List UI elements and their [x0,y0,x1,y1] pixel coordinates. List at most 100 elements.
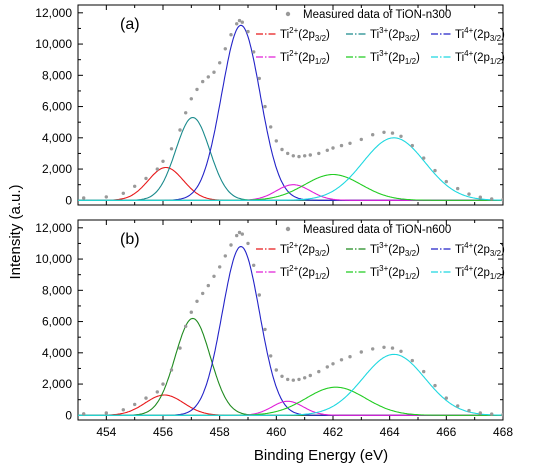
plot-frame-a [77,4,504,206]
measured-point [223,47,227,51]
measured-point [303,376,307,380]
x-tick-label: 458 [210,425,230,439]
measured-point [155,390,159,394]
measured-point [263,327,267,332]
measured-point [237,230,242,235]
y-tick-label: 8,000 [42,68,72,82]
measured-point [169,368,174,372]
measured-point [246,241,250,246]
measured-point [291,154,295,158]
measured-point [280,374,284,378]
measured-point [291,378,295,382]
measured-point [240,232,244,236]
measured-point [297,377,301,382]
measured-point [144,396,148,400]
x-tick-label: 462 [323,425,343,439]
legend-label-Ti2+(2p1/2): Ti2+(2p1/2) [280,264,330,281]
measured-point [444,179,448,184]
series-line-Ti4+(2p1/2) [78,353,503,416]
measured-point [325,365,329,369]
legend-label-Ti4+(2p1/2): Ti4+(2p1/2) [455,49,505,66]
y-axis-title: Intensity (a.u.) [7,184,24,279]
series-line-Ti3+(2p3/2) [78,317,503,416]
curves-a [78,18,503,202]
measured-point [371,133,375,137]
y-tick-label: 0 [65,408,72,422]
legend-label-Ti2+(2p1/2): Ti2+(2p1/2) [280,49,330,66]
legend-label-Ti2+(2p3/2): Ti2+(2p3/2) [280,26,330,43]
measured-point [422,156,426,160]
legend-label-Ti4+(2p3/2): Ti4+(2p3/2) [455,26,505,43]
measured-point [229,33,233,37]
measured-point [161,382,165,386]
measured-point [456,186,460,191]
measured-point [433,168,437,173]
measured-point [308,153,312,157]
measured-point [467,408,471,413]
y-tick-label: 4,000 [42,131,72,145]
measured-point [189,97,193,101]
measured-point [184,324,188,328]
y-tick-label: 10,000 [35,252,72,266]
x-tick-label: 456 [153,425,173,439]
measured-point [121,408,126,412]
legend-label-Ti3+(2p3/2): Ti3+(2p3/2) [370,26,420,43]
measured-point [359,137,363,142]
measured-point [263,104,267,109]
measured-point [274,139,278,143]
measured-point [121,191,126,195]
panel-b: 0 2,000 4,000 6,000 8,000 10,000 12,000 454 456 4… [35,219,513,439]
panel-label-a: (a) [120,16,140,33]
y-tick-label: 12,000 [35,221,72,235]
measured-point [178,128,182,132]
panel-label-b: (b) [120,231,140,248]
measured-point [257,293,261,297]
y-tick-label: 0 [65,193,72,207]
series-line-Ti2+(2p1/2) [78,400,503,416]
measured-point [206,75,210,79]
y-tick-label: 10,000 [35,37,72,51]
measured-point [478,195,482,199]
measured-point [410,143,414,148]
measured-point [317,151,321,156]
measured-point [82,412,86,416]
measured-point [133,184,137,188]
measured-point [382,130,386,134]
measured-point [382,345,386,349]
measured-point [501,198,503,202]
measured-point [206,283,210,288]
measured-point [195,87,199,92]
legend-measured-marker [285,11,291,17]
measured-point [325,148,329,152]
plot-frame-b [77,219,504,421]
measured-point [390,346,395,350]
measured-point [478,411,482,415]
measured-point [229,243,233,247]
measured-point [201,79,205,84]
measured-point [212,274,216,278]
measured-point [237,18,242,23]
x-tick-label: 464 [380,425,400,439]
x-tick-label: 460 [266,425,286,439]
measured-point [195,299,199,303]
measured-point [286,151,290,156]
x-tick-label: 468 [493,425,513,439]
measured-point [280,147,284,152]
measured-point [444,396,448,400]
legend-label-Ti2+(2p3/2): Ti2+(2p3/2) [280,241,330,258]
measured-point [269,125,273,129]
measured-point [133,402,137,407]
y-tick-label: 6,000 [42,100,72,114]
y-tick-label: 8,000 [42,283,72,297]
legend-label-Ti4+(2p3/2): Ti4+(2p3/2) [455,241,505,258]
measured-point [104,411,109,415]
measured-point [399,349,403,353]
measured-point [235,233,239,238]
panel-a: 0 2,000 4,000 6,000 8,000 10,000 12,000 (a) Meas… [35,4,505,207]
measured-point [501,413,503,417]
series-line-Ti2+(2p3/2) [78,166,503,201]
series-line-Ti2+(2p3/2) [78,394,503,416]
measured-point [490,197,494,201]
measured-point [331,362,335,366]
measured-point [201,291,205,296]
